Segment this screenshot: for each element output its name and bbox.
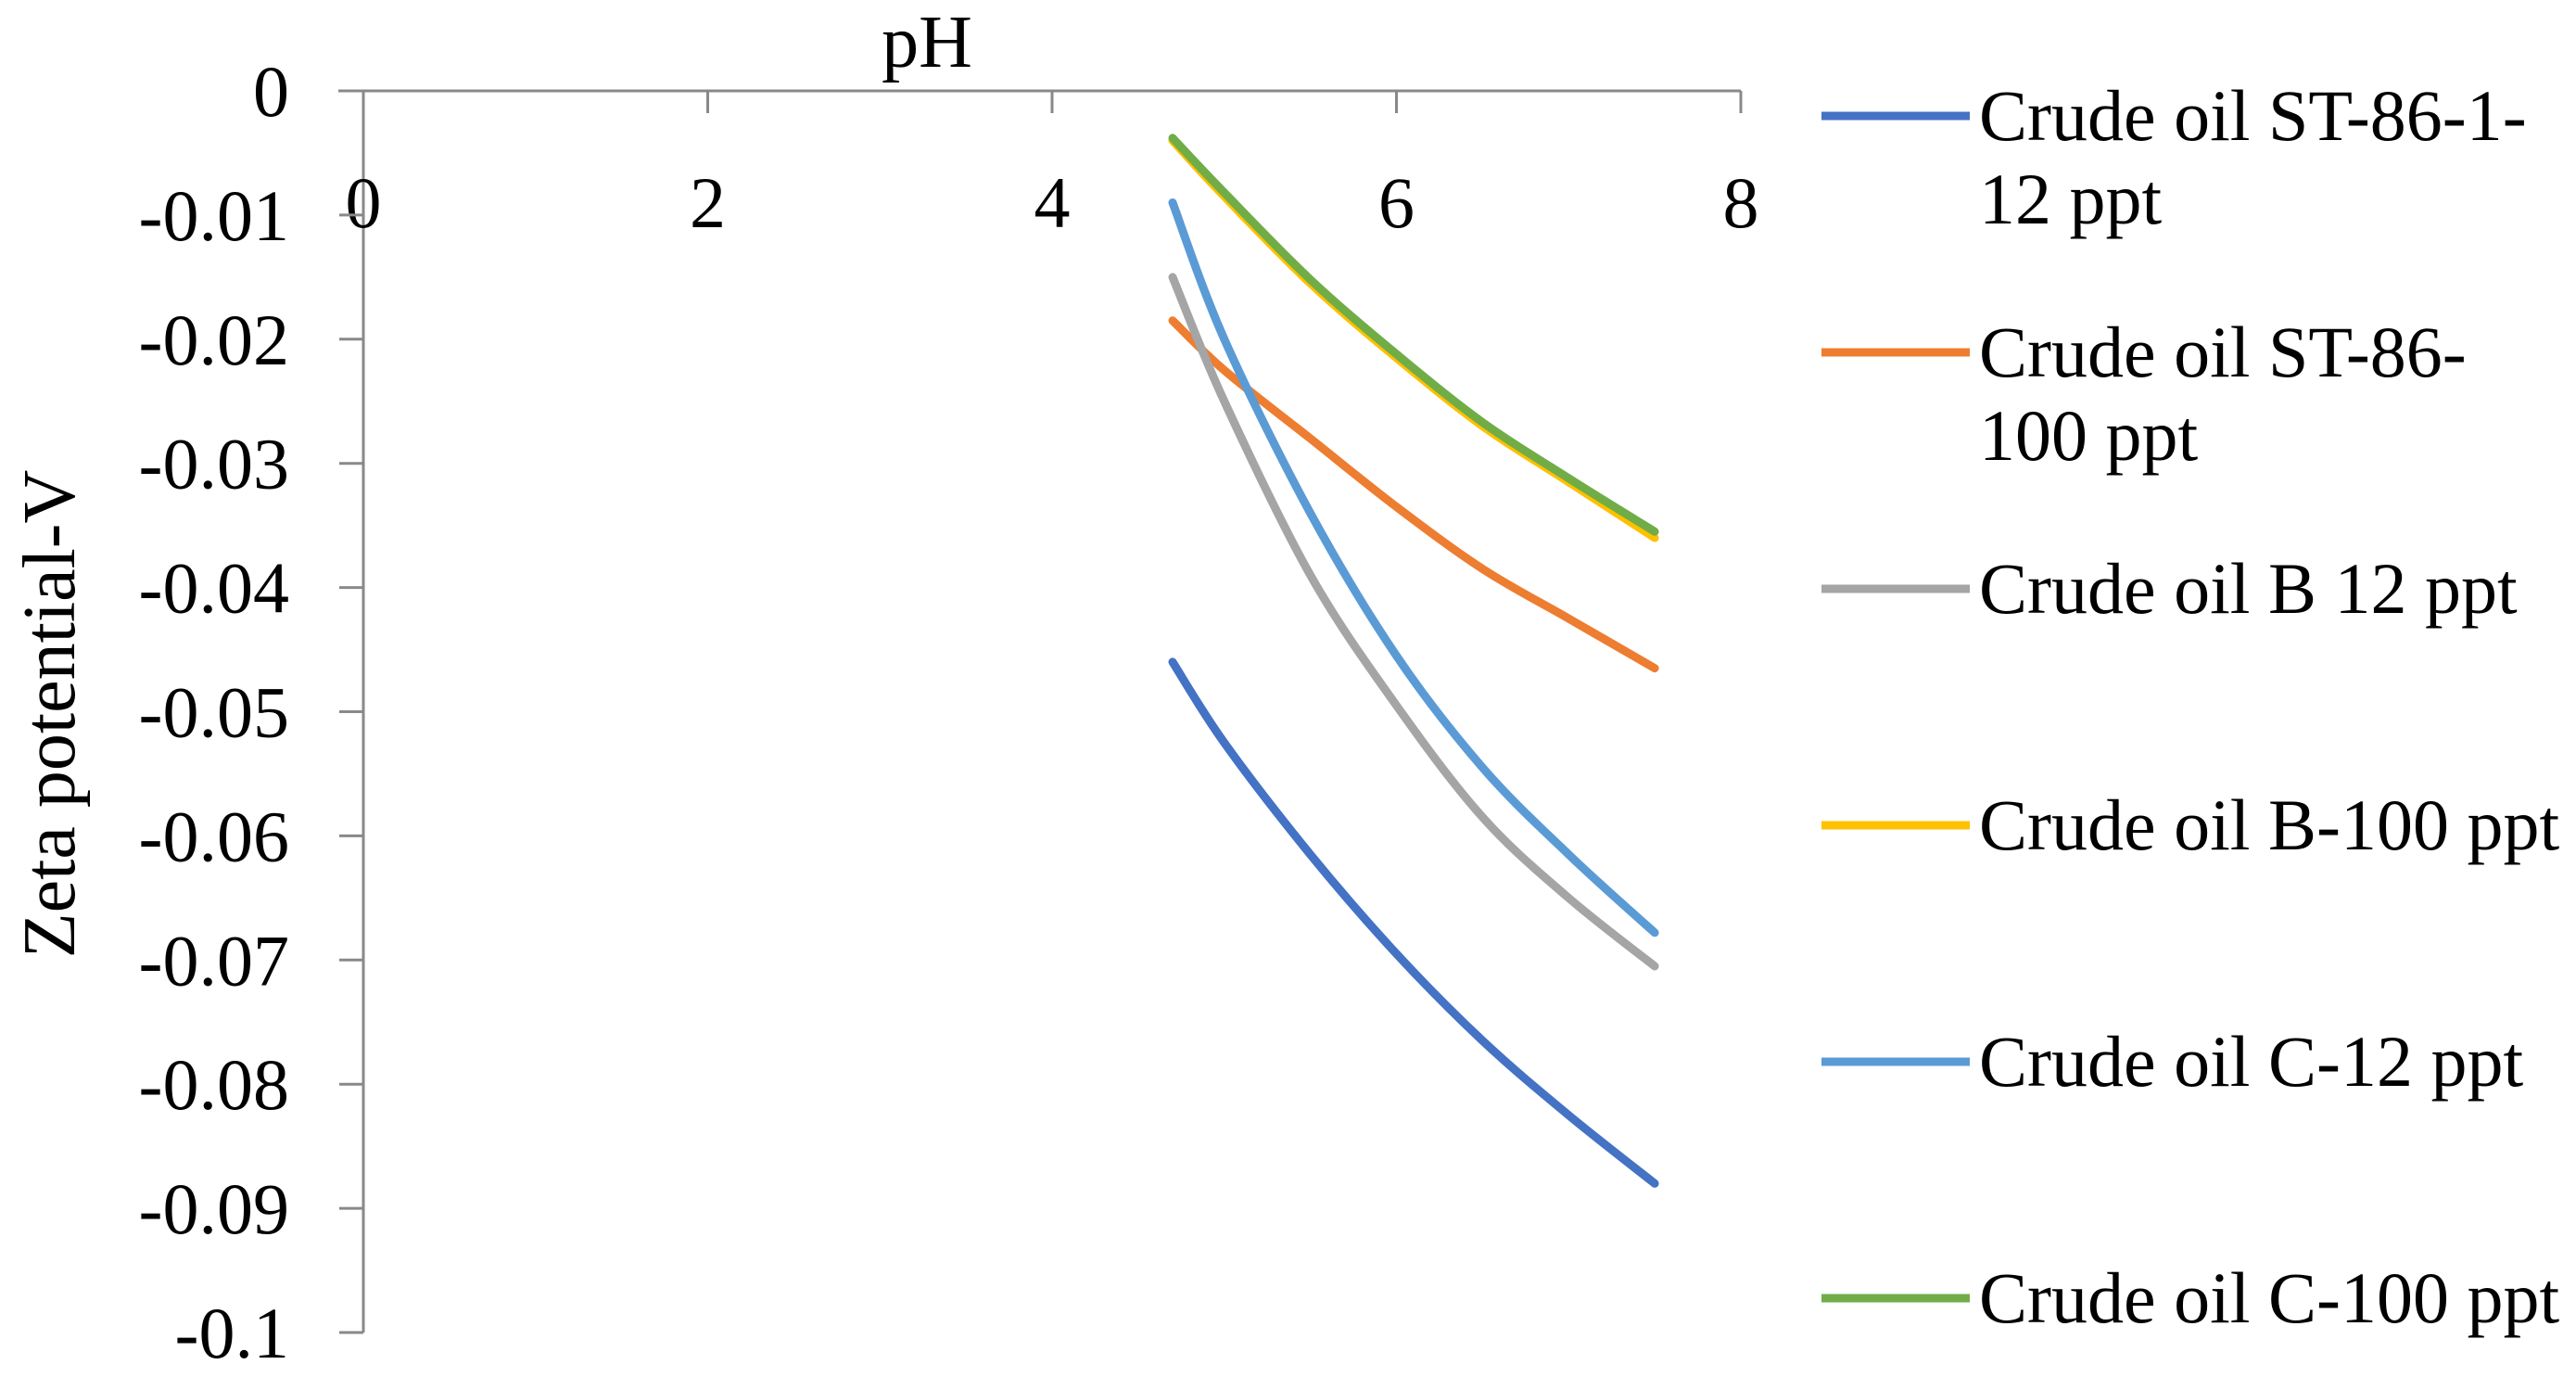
series-line-5 bbox=[1168, 198, 1659, 937]
legend-label: Crude oil B 12 ppt bbox=[1979, 548, 2518, 629]
series-line-2 bbox=[1168, 316, 1659, 673]
x-tick-label: 6 bbox=[1378, 162, 1415, 243]
y-tick-label: -0.06 bbox=[139, 796, 289, 876]
y-axis-title: Zeta potential-V bbox=[9, 470, 91, 958]
y-tick-label: -0.02 bbox=[139, 300, 289, 380]
y-tick-label: -0.01 bbox=[139, 175, 289, 256]
legend-label: Crude oil C-12 ppt bbox=[1979, 1021, 2523, 1102]
x-tick-label: 0 bbox=[346, 162, 382, 243]
legend-item: Crude oil B 12 ppt bbox=[1821, 548, 2518, 629]
y-tick-label: -0.03 bbox=[139, 424, 289, 504]
x-axis-title: pH bbox=[882, 2, 972, 83]
legend-item: Crude oil ST-86-1-12 ppt bbox=[1821, 75, 2527, 239]
y-tick-label: -0.1 bbox=[175, 1293, 289, 1373]
y-tick-label: -0.09 bbox=[139, 1168, 289, 1249]
series-line-6 bbox=[1168, 134, 1659, 536]
legend-item: Crude oil C-12 ppt bbox=[1821, 1021, 2523, 1102]
legend-item: Crude oil ST-86-100 ppt bbox=[1821, 312, 2467, 476]
series-line-3 bbox=[1168, 273, 1659, 971]
legend-label: Crude oil C-100 ppt bbox=[1979, 1257, 2559, 1338]
axes bbox=[338, 89, 1741, 1333]
legend-label: Crude oil ST-86- bbox=[1979, 312, 2467, 392]
legend-label: 12 ppt bbox=[1979, 159, 2163, 239]
y-tick-label: -0.05 bbox=[139, 672, 289, 753]
y-tick-label: -0.07 bbox=[139, 920, 289, 1001]
y-axis-ticks: 0 -0.01 -0.02 -0.03 -0.04 -0.05 -0.06 -0.07 -0.0… bbox=[139, 51, 363, 1373]
legend-item: Crude oil C-100 ppt bbox=[1821, 1257, 2559, 1338]
legend-item: Crude oil B-100 ppt bbox=[1821, 784, 2559, 865]
x-tick-label: 8 bbox=[1723, 162, 1759, 243]
legend-label: Crude oil B-100 ppt bbox=[1979, 784, 2559, 865]
y-tick-label: -0.04 bbox=[139, 548, 289, 629]
legend-label: 100 ppt bbox=[1979, 395, 2199, 476]
x-tick-label: 4 bbox=[1034, 162, 1071, 243]
series-line-1 bbox=[1168, 657, 1659, 1188]
y-tick-label: -0.08 bbox=[139, 1044, 289, 1125]
x-axis-ticks: 0 2 4 6 8 bbox=[346, 91, 1759, 243]
series-lines bbox=[1168, 134, 1659, 1188]
legend-label: Crude oil ST-86-1- bbox=[1979, 75, 2527, 156]
y-tick-label: 0 bbox=[253, 51, 289, 132]
x-tick-label: 2 bbox=[690, 162, 726, 243]
